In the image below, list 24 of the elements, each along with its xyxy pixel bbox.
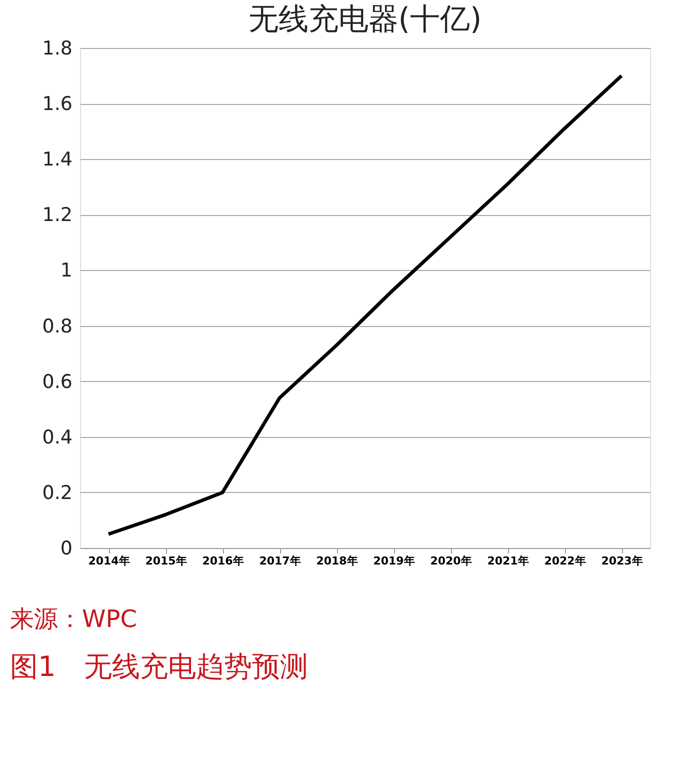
x-tick-label: 2015年	[145, 554, 187, 568]
y-tick-label: 1.4	[42, 148, 72, 171]
y-tick-label: 0.6	[42, 370, 72, 393]
y-tick-label: 1.2	[42, 204, 72, 226]
x-tick-label: 2021年	[487, 554, 529, 568]
x-tick-label: 2018年	[316, 554, 358, 568]
x-tick-label: 2022年	[544, 554, 586, 568]
x-tick-label: 2017年	[259, 554, 301, 568]
x-tick-label: 2019年	[373, 554, 415, 568]
y-tick-label: 1	[60, 260, 72, 282]
y-tick-label: 1.8	[42, 38, 72, 60]
y-tick-label: 0.4	[42, 426, 72, 448]
x-tick-label: 2020年	[430, 554, 472, 568]
chart-title: 无线充电器(十亿)	[248, 2, 482, 37]
y-tick-label: 0.2	[42, 482, 72, 504]
x-tick-label: 2016年	[202, 554, 244, 568]
y-tick-label: 1.6	[42, 93, 72, 116]
x-tick-label: 2014年	[88, 554, 130, 568]
caption: 图1 无线充电趋势预测	[10, 650, 308, 683]
y-tick-label: 0	[60, 538, 72, 560]
y-tick-label: 0.8	[42, 315, 72, 338]
line-series	[106, 74, 624, 536]
x-tick-label: 2023年	[601, 554, 643, 568]
source-note: 来源：WPC	[10, 605, 137, 633]
